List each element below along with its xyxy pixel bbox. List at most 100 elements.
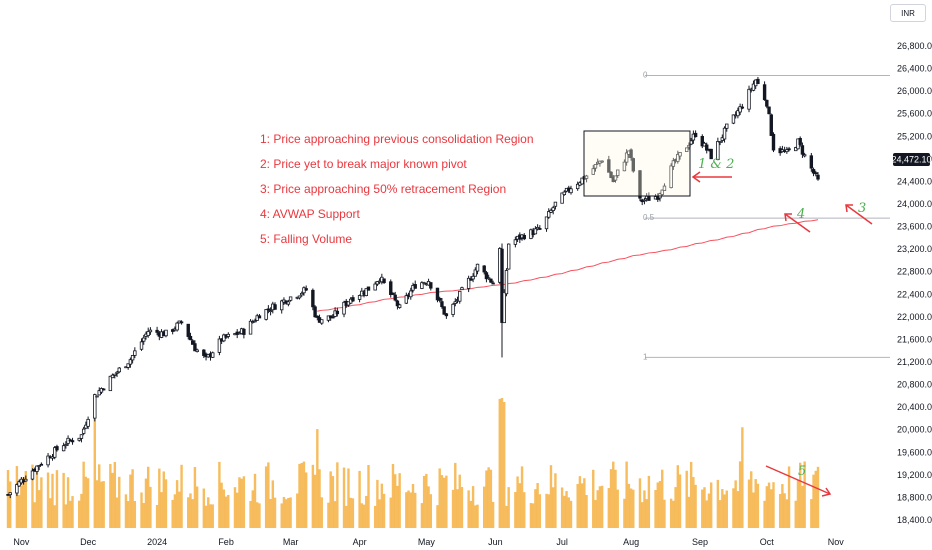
volume-bar <box>140 492 143 528</box>
volume-bar <box>69 500 72 528</box>
note-1: 1: Price approaching previous consolidat… <box>260 132 534 146</box>
volume-bar <box>487 467 490 528</box>
candle <box>709 148 713 160</box>
volume-bar <box>583 478 586 528</box>
x-tick-label: Feb <box>218 537 234 547</box>
note-2: 2: Price yet to break major known pivot <box>260 157 467 171</box>
volume-bar <box>236 492 239 528</box>
currency-badge[interactable]: INR <box>890 4 926 22</box>
volume-bar <box>296 493 299 528</box>
volume-bar <box>736 491 740 528</box>
y-tick-label: 18,400.00 <box>897 515 932 525</box>
volume-bar <box>220 482 223 528</box>
y-tick-label: 22,000.00 <box>897 312 932 322</box>
volume-bar <box>451 489 455 528</box>
y-tick-label: 22,800.00 <box>897 267 932 277</box>
volume-bar <box>115 497 119 528</box>
volume-bar <box>78 500 81 528</box>
volume-bar <box>17 494 21 528</box>
volume-bar <box>752 492 755 528</box>
candle <box>549 208 553 214</box>
volume-bar <box>284 499 288 528</box>
x-tick-label: May <box>418 537 436 547</box>
candle <box>77 437 81 442</box>
volume-bar <box>396 485 399 528</box>
volume-bar <box>781 484 784 528</box>
volume-bar <box>376 479 379 528</box>
volume-bar <box>531 503 535 528</box>
volume-bar <box>803 461 806 528</box>
volume-bar <box>269 498 272 528</box>
candle <box>186 323 190 340</box>
candle <box>117 366 121 374</box>
candle <box>738 103 742 116</box>
candle <box>438 296 442 303</box>
volume-bar <box>405 492 408 528</box>
arrow-marker-1-2[interactable]: 1 & 2 <box>691 157 734 183</box>
candle <box>351 295 355 302</box>
volume-bar <box>131 469 134 528</box>
consolidation-box[interactable] <box>583 130 691 197</box>
candle <box>422 281 426 285</box>
y-tick-label: 19,600.00 <box>897 447 932 457</box>
volume-bar <box>812 474 815 528</box>
note-4: 4: AVWAP Support <box>260 207 360 221</box>
volume-bar <box>193 467 197 528</box>
x-tick-label: Dec <box>80 537 97 547</box>
candle <box>115 370 119 378</box>
candle <box>286 299 291 307</box>
volume-bar <box>741 427 744 528</box>
candle <box>435 287 440 303</box>
volume-bar <box>529 503 533 528</box>
candle <box>751 80 756 92</box>
candle <box>311 288 315 311</box>
marker-4-label: 4 <box>796 207 805 222</box>
arrow-marker-3[interactable]: 3 <box>845 201 873 225</box>
candle <box>373 281 377 291</box>
volume-bar <box>565 491 568 528</box>
x-tick-label: Jul <box>556 537 568 547</box>
fib-level-label: 0.5 <box>643 213 655 222</box>
candle <box>475 263 480 275</box>
volume-bar <box>705 500 708 528</box>
y-tick-label: 24,000.00 <box>897 199 932 209</box>
candle <box>769 113 773 136</box>
candle <box>331 314 335 319</box>
candle <box>273 302 277 310</box>
candle <box>389 279 393 298</box>
candle <box>814 170 818 177</box>
candle <box>8 492 12 499</box>
volume-bar <box>734 480 737 528</box>
candle <box>616 169 620 178</box>
volume-bar <box>302 461 306 528</box>
arrow-marker-5[interactable]: 5 <box>765 464 832 497</box>
volume-bar <box>765 486 769 528</box>
volume-bar <box>391 464 395 528</box>
volume-bar <box>407 490 410 528</box>
volume-bar <box>549 465 553 528</box>
volume-bar <box>469 500 473 528</box>
volume-bar <box>331 476 335 528</box>
volume-bar <box>520 466 524 528</box>
candle <box>747 85 751 113</box>
volume-bar <box>627 483 631 528</box>
candle <box>560 192 564 204</box>
volume-bar <box>767 482 771 528</box>
fib-retracement[interactable]: 00.51 <box>643 71 890 362</box>
volume-bar <box>71 496 74 528</box>
candle <box>533 226 538 235</box>
volume-bar <box>716 479 720 528</box>
volume-bar <box>242 476 246 528</box>
candle <box>268 307 273 316</box>
volume-bar <box>240 478 243 528</box>
volume-bar <box>80 493 83 528</box>
volume-bar <box>365 495 368 528</box>
candle <box>482 265 486 275</box>
price-axis[interactable]: 18,400.00 18,800.00 19,200.00 19,600.00 20,0… <box>897 41 932 525</box>
candle <box>756 76 760 85</box>
time-axis[interactable]: Nov Dec 2024 Feb Mar Apr May Jun Jul Aug Sep Oct Nov <box>13 537 844 547</box>
arrow-marker-4[interactable]: 4 <box>784 207 811 233</box>
volume-bar <box>669 498 673 528</box>
volume-bar <box>238 477 241 528</box>
